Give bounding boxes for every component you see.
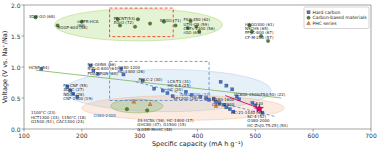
legend-label: PHC series	[313, 21, 338, 26]
annotation: rGO (63)	[184, 30, 202, 35]
y-tick	[22, 98, 25, 99]
x-tick-label: 300	[134, 132, 146, 139]
annotation: HCNF (54)	[29, 65, 50, 70]
region-ellipse	[82, 96, 284, 121]
y-tick-label: 0.5	[11, 95, 21, 102]
point	[207, 98, 210, 101]
annotation: HC-Zn[0.75:25] (50)	[247, 123, 288, 128]
legend-label: Carbon-based materials	[313, 15, 368, 20]
annotation: 0.04M-MnHC (48)	[137, 127, 173, 132]
point	[136, 17, 140, 21]
plot-frame	[24, 5, 371, 129]
annotation: PCLC-2 (30)	[139, 77, 163, 82]
point	[205, 96, 208, 99]
x-tick-label: 700	[365, 132, 377, 139]
annotation: G1500 (51), CAC1300 (24)	[31, 119, 85, 124]
region-ellipse	[55, 9, 223, 41]
point	[153, 87, 156, 90]
x-tick-label: 100	[18, 132, 30, 139]
y-tick	[22, 129, 25, 130]
point	[148, 102, 152, 106]
point	[174, 24, 178, 28]
y-tick	[22, 5, 25, 6]
point	[125, 107, 129, 111]
annotation: EGrO (72)	[114, 20, 134, 25]
point	[132, 100, 136, 104]
annotation: PDA3-PGN (60)	[88, 71, 119, 76]
y-tick-label: 1.0	[11, 64, 21, 71]
point	[219, 80, 222, 83]
annotation: O380-2800	[212, 102, 235, 107]
x-tick-label: 500	[250, 132, 262, 139]
series	[40, 64, 264, 114]
point	[161, 89, 164, 92]
trend-line	[136, 82, 276, 117]
annotation: 3DM-GO (68)	[29, 14, 56, 19]
annotation: CF-M-200 (57)	[245, 35, 274, 40]
x-tick-label: 600	[307, 132, 319, 139]
plot-background	[24, 5, 371, 129]
annotation: HC-1300 (26)	[118, 69, 145, 74]
legend-marker	[307, 16, 311, 20]
point	[225, 84, 228, 87]
y-axis-label: Voltage (V vs. Na⁺/Na)	[1, 31, 9, 104]
point	[251, 101, 254, 104]
legend: Hard carbonCarbon-based materialsPHC ser…	[304, 7, 369, 29]
y-tick	[22, 67, 25, 68]
series	[34, 16, 270, 113]
annotation: A30	[255, 101, 263, 106]
y-tick	[22, 36, 25, 37]
legend-marker	[307, 21, 311, 25]
point	[145, 109, 149, 113]
x-tick-label: 400	[192, 132, 204, 139]
annotation: O380-2400	[93, 113, 116, 118]
x-axis-label: Specific capacity (mA h g⁻¹)	[152, 140, 243, 148]
plot-area	[34, 8, 284, 120]
point	[133, 25, 137, 29]
point	[231, 88, 234, 91]
annotation: HC600-1500(F50:50) (22)	[234, 92, 286, 97]
y-tick-label: 0.0	[11, 126, 21, 133]
series	[132, 100, 261, 111]
annotation: NEGO (71)	[160, 18, 182, 23]
annotation: NAGA-300 (32)	[180, 92, 210, 97]
legend-label: Hard carbon	[313, 10, 341, 15]
point	[148, 22, 152, 26]
x-tick-label: 200	[76, 132, 88, 139]
annotation: CNF-1400 (19)	[63, 96, 93, 101]
region-ellipse	[111, 99, 163, 113]
chart: 100 200 300 400 500 600 700 0.0 0.5 1.0 1.5 2.0 Spec…	[0, 0, 378, 148]
legend-frame	[304, 7, 369, 29]
legend-marker	[307, 11, 310, 14]
y-tick-label: 2.0	[11, 2, 21, 9]
annotation: (69)	[77, 23, 86, 28]
y-tick-label: 1.5	[11, 33, 21, 40]
